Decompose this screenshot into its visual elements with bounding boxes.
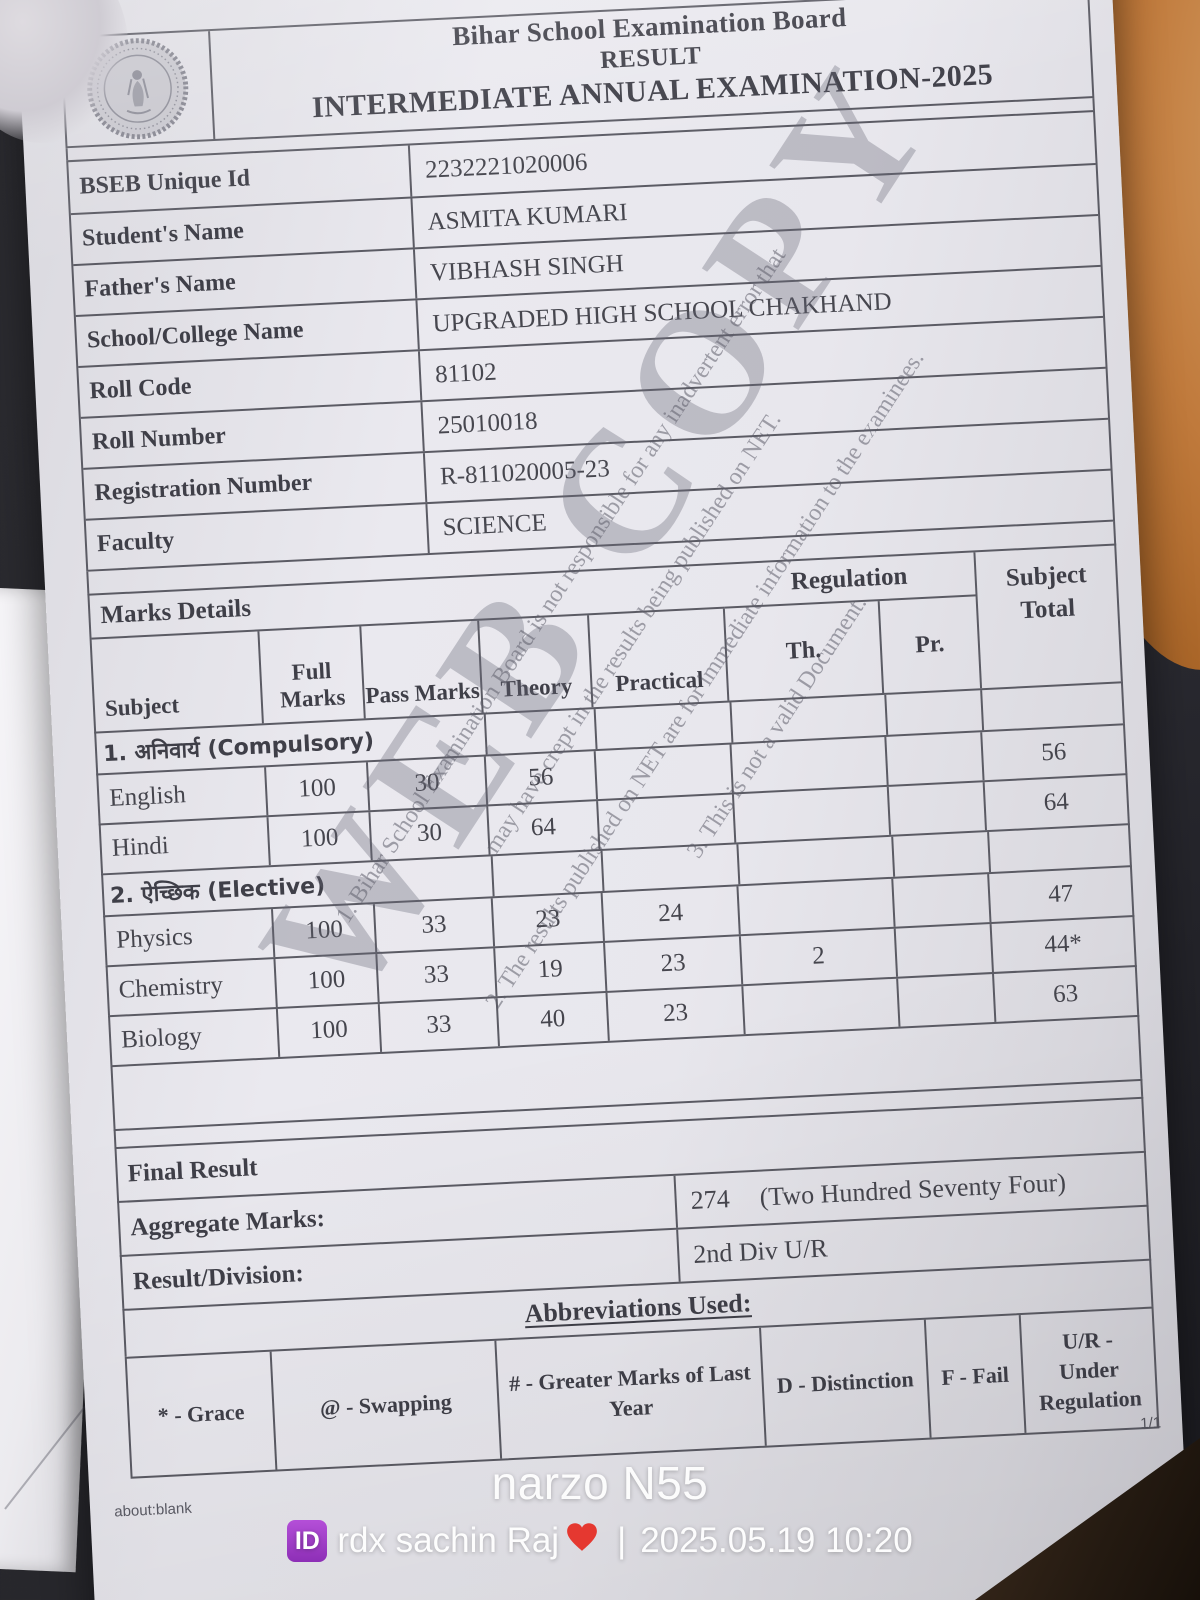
column-header-full-marks: Full Marks: [259, 626, 366, 724]
abbreviation-fail: F - Fail: [925, 1315, 1027, 1438]
abbreviation-distinction: D - Distinction: [761, 1319, 932, 1446]
subject-total: 63: [1052, 979, 1079, 1009]
subject-total: 56: [1040, 738, 1067, 767]
regulation-pr: [888, 782, 987, 835]
abbreviation-greater-marks: # - Greater Marks of Last Year: [496, 1327, 767, 1459]
regulation-th: 2: [740, 928, 899, 985]
regulation-th: [738, 878, 896, 935]
abbreviation-swapping: @ - Swapping: [271, 1340, 503, 1470]
regulation-pr: [886, 732, 985, 785]
empty-cell: [989, 825, 1130, 872]
page-indicator: 1/1: [1139, 1414, 1162, 1433]
abbreviation-under-regulation: U/R - Under Regulation: [1038, 1327, 1143, 1416]
column-header-subject-total: Subject Total: [973, 545, 1121, 689]
subject-total: 47: [1047, 879, 1074, 909]
empty-cell: [893, 832, 992, 877]
column-header-subject: Subject: [91, 631, 264, 732]
empty-cell: [886, 690, 985, 735]
regulation-pr: [893, 874, 992, 927]
subject-name: Biology: [110, 1008, 281, 1066]
abbreviations-title: Abbreviations Used:: [523, 1288, 753, 1329]
subject-name: English: [98, 767, 269, 824]
aggregate-words: (Two Hundred Seventy Four): [758, 1167, 1067, 1212]
regulation-pr: [895, 923, 994, 977]
aggregate-value: 274: [690, 1184, 731, 1216]
abbreviation-grace: * - Grace: [126, 1351, 278, 1477]
empty-cell: [738, 836, 896, 885]
empty-cell: [982, 683, 1123, 730]
regulation-th: [743, 978, 901, 1035]
result-document-paper: WEB COPY 1. Bihar School Examination Boa…: [15, 0, 1193, 1600]
browser-url-text: about:blank: [113, 1499, 193, 1521]
subject-total: 64: [1043, 788, 1070, 817]
subject-name: Hindi: [100, 817, 271, 874]
subject-total: 44*: [1043, 929, 1083, 959]
regulation-pr: [898, 973, 997, 1027]
subject-name: Chemistry: [107, 959, 278, 1016]
